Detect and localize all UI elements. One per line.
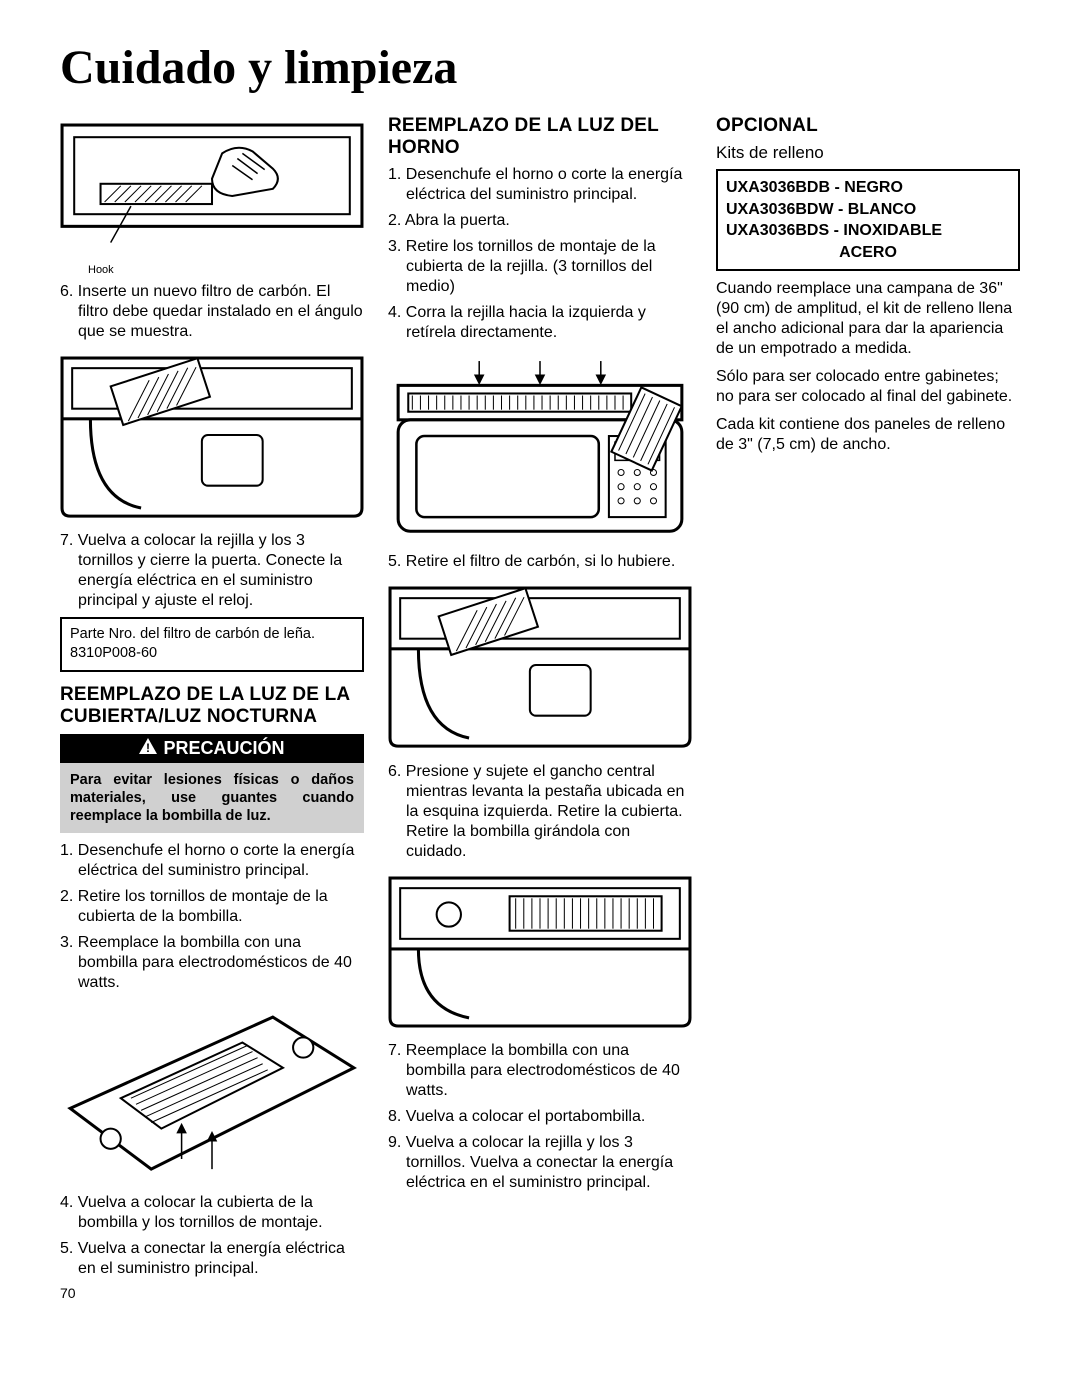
body-text: Cuando reemplace una campana de 36" (90 …	[716, 279, 1020, 359]
col2-steps-b: 5. Retire el filtro de carbón, si lo hub…	[388, 552, 692, 572]
col1-steps-b2: 4. Vuelva a colocar la cubierta de la bo…	[60, 1193, 364, 1279]
col1-steps-b: 1. Desenchufe el horno o corte la energí…	[60, 841, 364, 993]
svg-text:!: !	[146, 741, 150, 754]
list-item: 3. Reemplace la bombilla con una bombill…	[60, 933, 364, 993]
kit-subheading: Kits de relleno	[716, 143, 1020, 163]
body-text: Cada kit contiene dos paneles de relleno…	[716, 415, 1020, 455]
col1-steps-a: 6. Inserte un nuevo filtro de carbón. El…	[60, 282, 364, 342]
heading-optional: OPCIONAL	[716, 115, 1020, 137]
list-item: 4. Vuelva a colocar la cubierta de la bo…	[60, 1193, 364, 1233]
column-1: Hook 6. Inserte un nuevo filtro de carbó…	[60, 115, 364, 1301]
hook-label: Hook	[60, 264, 364, 276]
col2-steps-c: 6. Presione y sujete el gancho central m…	[388, 762, 692, 862]
list-item: 1. Desenchufe el horno o corte la energí…	[60, 841, 364, 881]
list-item: 8. Vuelva a colocar el portabombilla.	[388, 1107, 692, 1127]
figure-hook-filter	[60, 123, 364, 255]
col2-steps-d: 7. Reemplace la bombilla con una bombill…	[388, 1041, 692, 1193]
kit-line: UXA3036BDS - INOXIDABLE	[726, 220, 1010, 242]
caution-bar: ! PRECAUCIÓN	[60, 734, 364, 763]
column-2: REEMPLAZO DE LA LUZ DEL HORNO 1. Desench…	[388, 115, 692, 1301]
page: Cuidado y limpieza	[0, 0, 1080, 1321]
heading-oven-light: REEMPLAZO DE LA LUZ DEL HORNO	[388, 115, 692, 159]
page-number: 70	[60, 1285, 364, 1301]
list-item: 5. Vuelva a conectar la energía eléctric…	[60, 1239, 364, 1279]
list-item: 7. Vuelva a colocar la rejilla y los 3 t…	[60, 531, 364, 611]
warning-icon: !	[139, 738, 157, 759]
figure-filter-angle	[60, 356, 364, 518]
part-box-line1: Parte Nro. del filtro de carbón de leña.	[70, 625, 354, 645]
col1-steps-a2: 7. Vuelva a colocar la rejilla y los 3 t…	[60, 531, 364, 611]
caution-body: Para evitar lesiones físicas o daños mat…	[60, 763, 364, 833]
col2-steps-a: 1. Desenchufe el horno o corte la energí…	[388, 165, 692, 343]
list-item: 6. Inserte un nuevo filtro de carbón. El…	[60, 282, 364, 342]
figure-bulb-cover	[388, 876, 692, 1028]
list-item: 6. Presione y sujete el gancho central m…	[388, 762, 692, 862]
list-item: 9. Vuelva a colocar la rejilla y los 3 t…	[388, 1133, 692, 1193]
list-item: 7. Reemplace la bombilla con una bombill…	[388, 1041, 692, 1101]
part-number-box: Parte Nro. del filtro de carbón de leña.…	[60, 617, 364, 672]
kit-line: UXA3036BDB - NEGRO	[726, 177, 1010, 199]
list-item: 3. Retire los tornillos de montaje de la…	[388, 237, 692, 297]
list-item: 2. Abra la puerta.	[388, 211, 692, 231]
kit-box: UXA3036BDB - NEGRO UXA3036BDW - BLANCO U…	[716, 169, 1020, 271]
part-box-line2: 8310P008-60	[70, 644, 354, 664]
figure-microwave	[388, 357, 692, 539]
column-layout: Hook 6. Inserte un nuevo filtro de carbó…	[60, 115, 1020, 1301]
list-item: 4. Corra la rejilla hacia la izquierda y…	[388, 303, 692, 343]
list-item: 1. Desenchufe el horno o corte la energí…	[388, 165, 692, 205]
list-item: 2. Retire los tornillos de montaje de la…	[60, 887, 364, 927]
kit-line-center: ACERO	[726, 242, 1010, 264]
caution-label: PRECAUCIÓN	[163, 738, 284, 759]
column-3: OPCIONAL Kits de relleno UXA3036BDB - NE…	[716, 115, 1020, 1301]
page-title: Cuidado y limpieza	[60, 40, 1020, 95]
figure-filter-remove	[388, 586, 692, 748]
list-item: 5. Retire el filtro de carbón, si lo hub…	[388, 552, 692, 572]
heading-cooktop-light: REEMPLAZO DE LA LUZ DE LA CUBIERTA/LUZ N…	[60, 684, 364, 728]
body-text: Sólo para ser colocado entre gabinetes; …	[716, 367, 1020, 407]
figure-underside	[60, 1007, 364, 1179]
kit-line: UXA3036BDW - BLANCO	[726, 199, 1010, 221]
